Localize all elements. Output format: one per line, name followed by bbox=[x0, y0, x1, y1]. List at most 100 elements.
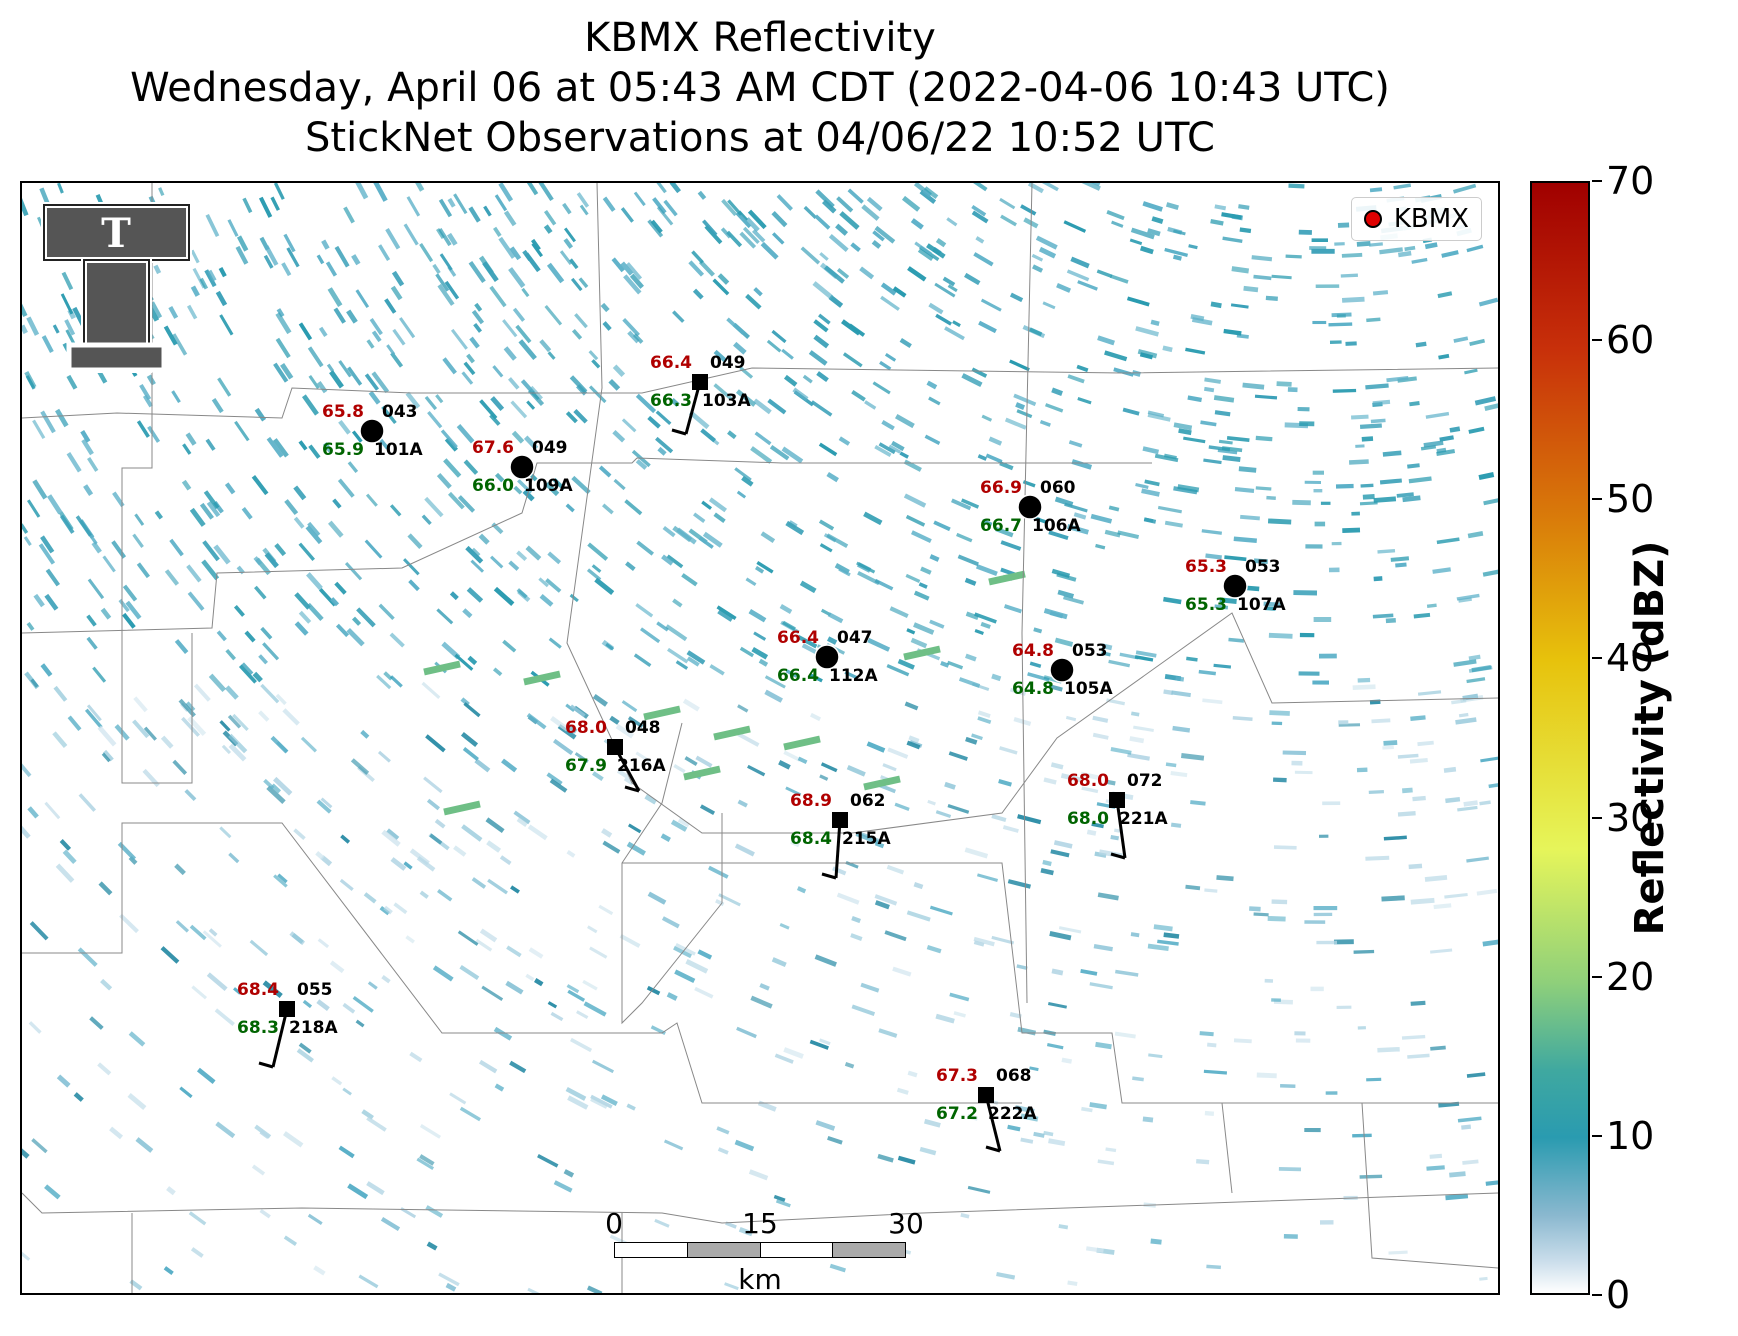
station-106a[interactable]: 66.9 060 66.7 106A bbox=[980, 478, 1081, 536]
echo-streak bbox=[283, 1235, 298, 1246]
echo-streak bbox=[276, 741, 289, 754]
echo-streak bbox=[264, 552, 279, 569]
station-105a[interactable]: 64.8 053 64.8 105A bbox=[1012, 641, 1113, 699]
echo-core bbox=[523, 670, 561, 686]
echo-streak bbox=[591, 359, 601, 369]
echo-streak bbox=[424, 496, 444, 518]
echo-streak bbox=[84, 708, 103, 729]
station-221a[interactable]: 68.0 072 68.0 221A bbox=[1067, 771, 1168, 860]
echo-streak bbox=[745, 217, 760, 233]
echo-streak bbox=[97, 725, 117, 747]
echo-streak bbox=[351, 616, 362, 626]
echo-streak bbox=[457, 495, 476, 513]
station-222a[interactable]: 67.3 068 67.2 222A bbox=[936, 1066, 1037, 1153]
echo-streak bbox=[22, 825, 31, 839]
echo-streak bbox=[602, 503, 614, 515]
echo-streak bbox=[1436, 537, 1460, 545]
echo-streak bbox=[896, 1087, 909, 1095]
echo-streak bbox=[44, 1184, 61, 1200]
echo-streak bbox=[647, 891, 667, 905]
echo-streak bbox=[646, 985, 661, 996]
echo-streak bbox=[392, 328, 406, 346]
echo-streak bbox=[153, 264, 162, 275]
echo-streak bbox=[566, 723, 578, 734]
echo-streak bbox=[783, 1047, 804, 1059]
echo-streak bbox=[432, 965, 454, 982]
station-216a[interactable]: 68.0 048 67.9 216A bbox=[565, 718, 666, 793]
echo-streak bbox=[263, 778, 275, 790]
echo-streak bbox=[956, 532, 973, 543]
wind-barb-icon bbox=[271, 1008, 289, 1068]
echo-streak bbox=[905, 573, 921, 584]
echo-streak bbox=[62, 849, 77, 865]
radar-map[interactable]: T 65.8 043 65.9 101A 67.6 049 66.0 109A 66.4 049 6… bbox=[20, 181, 1500, 1295]
echo-streak bbox=[468, 206, 481, 223]
echo-streak bbox=[266, 785, 286, 804]
echo-streak bbox=[186, 304, 198, 320]
echo-streak bbox=[1108, 659, 1131, 668]
station-218a[interactable]: 68.4 055 68.3 218A bbox=[237, 980, 338, 1069]
echo-streak bbox=[199, 502, 214, 520]
echo-streak bbox=[1162, 345, 1173, 353]
echo-streak bbox=[28, 1021, 42, 1034]
colorbar-tick-label: 0 bbox=[1606, 1273, 1631, 1317]
echo-streak bbox=[366, 1181, 385, 1196]
echo-streak bbox=[717, 273, 730, 285]
echo-streak bbox=[1342, 527, 1361, 533]
echo-streak bbox=[52, 731, 68, 748]
echo-streak bbox=[1335, 483, 1354, 489]
echo-streak bbox=[213, 544, 231, 565]
echo-streak bbox=[1412, 795, 1426, 802]
echo-streak bbox=[624, 499, 643, 516]
echo-streak bbox=[563, 238, 574, 249]
echo-streak bbox=[22, 523, 29, 534]
echo-streak bbox=[810, 712, 821, 722]
echo-streak bbox=[342, 1002, 356, 1014]
station-temperature: 64.8 bbox=[1012, 641, 1054, 661]
echo-streak bbox=[785, 520, 805, 536]
echo-streak bbox=[40, 535, 55, 554]
echo-streak bbox=[1091, 183, 1101, 187]
echo-core bbox=[713, 725, 751, 741]
echo-streak bbox=[1048, 1002, 1067, 1009]
echo-streak bbox=[206, 972, 228, 992]
echo-streak bbox=[389, 504, 402, 517]
echo-streak bbox=[891, 440, 905, 452]
echo-streak bbox=[1101, 643, 1113, 651]
echo-streak bbox=[821, 199, 837, 214]
station-112a[interactable]: 66.4 047 66.4 112A bbox=[777, 628, 878, 686]
echo-streak bbox=[1163, 453, 1177, 460]
echo-streak bbox=[803, 205, 817, 220]
echo-streak bbox=[1153, 924, 1173, 932]
echo-streak bbox=[727, 430, 737, 440]
echo-streak bbox=[1464, 368, 1478, 375]
echo-streak bbox=[1106, 210, 1125, 221]
station-101a[interactable]: 65.8 043 65.9 101A bbox=[322, 402, 423, 460]
echo-streak bbox=[1003, 604, 1023, 614]
echo-streak bbox=[1013, 717, 1032, 726]
echo-streak bbox=[1147, 410, 1165, 418]
echo-streak bbox=[601, 828, 613, 838]
echo-streak bbox=[1029, 327, 1043, 337]
station-107a[interactable]: 65.3 053 65.3 107A bbox=[1185, 557, 1286, 615]
echo-streak bbox=[1338, 723, 1361, 727]
echo-streak bbox=[1150, 1238, 1162, 1245]
echo-streak bbox=[552, 477, 566, 491]
echo-streak bbox=[330, 597, 340, 607]
station-dewpoint: 68.0 bbox=[1067, 809, 1109, 829]
echo-streak bbox=[185, 432, 197, 446]
echo-streak bbox=[429, 833, 443, 845]
echo-streak bbox=[471, 309, 485, 325]
echo-streak bbox=[218, 267, 227, 278]
echo-streak bbox=[1104, 779, 1116, 786]
echo-streak bbox=[812, 281, 834, 300]
echo-streak bbox=[512, 307, 526, 322]
echo-streak bbox=[142, 394, 153, 408]
station-215a[interactable]: 68.9 062 68.4 215A bbox=[790, 791, 891, 880]
echo-streak bbox=[1292, 499, 1311, 506]
station-103a[interactable]: 66.4 049 66.3 103A bbox=[650, 353, 751, 436]
echo-streak bbox=[465, 545, 484, 564]
echo-streak bbox=[1271, 899, 1288, 905]
reflectivity-echoes bbox=[22, 183, 1498, 1293]
station-109a[interactable]: 67.6 049 66.0 109A bbox=[472, 438, 573, 496]
